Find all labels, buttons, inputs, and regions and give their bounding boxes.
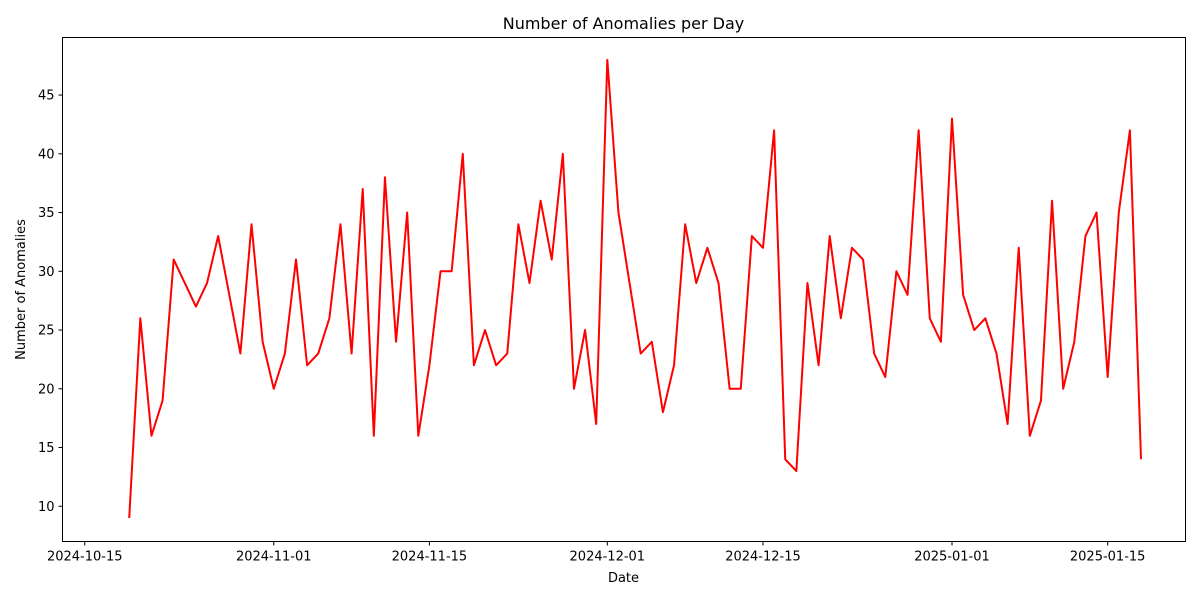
- chart-title: Number of Anomalies per Day: [503, 14, 745, 33]
- series-line: [128, 58, 1143, 519]
- x-tick-label: 2024-11-01: [236, 550, 312, 565]
- plot-frame: [62, 37, 1186, 542]
- y-tick-label: 40: [38, 147, 55, 162]
- x-axis-label: Date: [608, 571, 639, 586]
- y-tick-label: 30: [38, 265, 55, 280]
- x-tick-label: 2025-01-01: [914, 550, 990, 565]
- y-tick-label: 20: [38, 382, 55, 397]
- y-tick-label: 25: [38, 324, 55, 339]
- y-tick-label: 35: [38, 206, 55, 221]
- x-tick-label: 2024-12-15: [725, 550, 801, 565]
- x-tick-label: 2024-12-01: [570, 550, 646, 565]
- x-tick-label: 2024-11-15: [392, 550, 468, 565]
- series-line-group: [128, 58, 1143, 519]
- y-tick-label: 15: [38, 441, 55, 456]
- y-tick-label: 10: [38, 500, 55, 515]
- x-tick-label: 2025-01-15: [1070, 550, 1146, 565]
- x-tick-label: 2024-10-15: [47, 550, 123, 565]
- y-tick-label: 45: [38, 89, 55, 104]
- x-axis: 2024-10-15 2024-11-01 2024-11-15 2024-12-01…: [47, 541, 1146, 565]
- y-axis: 10 15 20 25 30 35 40 45: [38, 89, 63, 515]
- y-axis-label: Number of Anomalies: [14, 219, 29, 360]
